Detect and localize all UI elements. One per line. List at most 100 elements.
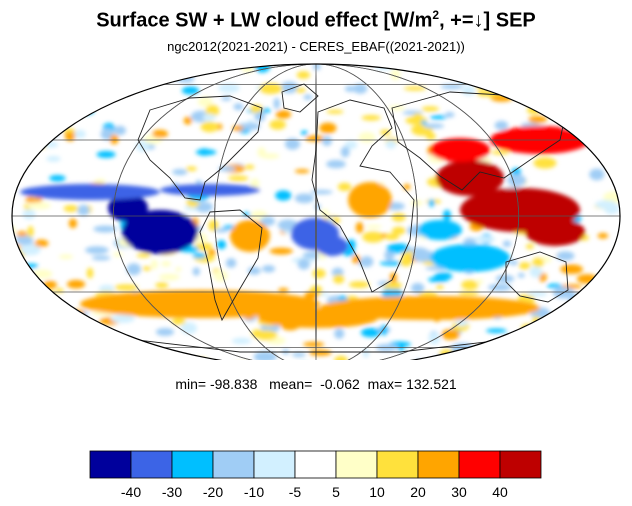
field-speckle xyxy=(192,267,200,276)
field-speckle xyxy=(259,83,283,95)
field-region-central-africa xyxy=(348,182,392,218)
field-speckle xyxy=(181,86,200,95)
field-speckle xyxy=(228,175,249,181)
field-speckle xyxy=(232,125,244,131)
field-speckle xyxy=(304,291,318,300)
field-speckle xyxy=(278,287,289,293)
colorbar-tick-label: 20 xyxy=(410,484,426,500)
field-speckle xyxy=(428,199,435,207)
field-speckle xyxy=(195,201,213,213)
colorbar-swatch xyxy=(253,450,296,479)
field-speckle xyxy=(461,280,479,290)
field-speckle xyxy=(27,202,51,210)
colorbar-tick-label: 30 xyxy=(451,484,467,500)
field-speckle xyxy=(269,247,293,255)
mollweide-map xyxy=(11,63,621,360)
field-speckle xyxy=(458,291,480,296)
colorbar-swatch xyxy=(212,450,255,479)
field-speckle xyxy=(247,266,261,275)
colorbar-swatch xyxy=(89,450,132,479)
field-speckle xyxy=(412,113,423,122)
field-region-maritime-continent xyxy=(436,160,504,196)
field-speckle xyxy=(180,322,198,335)
field-speckle xyxy=(340,146,350,158)
field-speckle xyxy=(155,282,169,289)
field-speckle xyxy=(331,267,344,277)
field-speckle xyxy=(74,129,86,139)
field-speckle xyxy=(528,116,548,123)
field-region-indian-ocean-south xyxy=(430,244,510,272)
field-speckle xyxy=(428,276,449,283)
field-speckle xyxy=(360,256,374,268)
field-speckle xyxy=(161,260,172,267)
title-superscript: 2 xyxy=(432,8,440,22)
longitude-gridline xyxy=(112,64,520,360)
field-speckle xyxy=(275,110,292,119)
field-speckle xyxy=(525,243,534,250)
field-speckle xyxy=(333,274,345,284)
field-speckle xyxy=(275,190,292,201)
field-speckle xyxy=(175,266,182,272)
colorbar-tick-label: -10 xyxy=(244,484,264,500)
field-speckle xyxy=(502,240,512,248)
title-main: Surface SW + LW cloud effect [W/m xyxy=(96,9,433,32)
stats-mean-value: -0.062 xyxy=(320,376,360,392)
field-speckle xyxy=(385,281,402,290)
field-speckle xyxy=(444,112,455,118)
field-speckle xyxy=(49,175,66,182)
field-speckle xyxy=(273,97,280,110)
field-speckle xyxy=(381,288,403,300)
field-speckle xyxy=(362,348,370,358)
colorbar-swatch xyxy=(499,450,542,479)
field-speckle xyxy=(360,327,381,338)
field-speckle xyxy=(319,122,337,134)
field-speckle xyxy=(91,255,111,261)
field-speckle xyxy=(334,355,348,360)
colorbar-tick-label: -30 xyxy=(162,484,182,500)
field-speckle xyxy=(589,168,605,181)
field-speckle xyxy=(244,164,255,170)
colorbar-tick-label: 10 xyxy=(369,484,385,500)
field-speckle xyxy=(16,231,28,237)
field-speckle xyxy=(192,252,207,259)
field-speckle xyxy=(195,149,217,156)
field-speckle xyxy=(152,129,169,138)
colorbar-tick-label: -20 xyxy=(203,484,223,500)
field-speckle xyxy=(98,284,115,293)
field-speckle xyxy=(255,330,278,341)
field-speckle xyxy=(55,288,64,293)
colorbar-swatch xyxy=(335,450,378,479)
field-speckle xyxy=(205,104,220,117)
field-speckle xyxy=(197,96,213,107)
field-speckle xyxy=(546,283,563,289)
field-speckle xyxy=(428,332,441,345)
field-speckle xyxy=(441,329,460,340)
field-speckle xyxy=(406,247,427,252)
field-speckle xyxy=(257,147,266,158)
field-speckle xyxy=(136,253,151,258)
field-speckle xyxy=(25,195,43,204)
stats-min-value: -98.838 xyxy=(209,376,258,392)
field-speckle xyxy=(513,179,523,185)
longitude-gridline xyxy=(214,64,418,360)
field-speckle xyxy=(114,284,138,291)
field-speckle xyxy=(494,120,509,130)
colorbar-swatch xyxy=(130,450,173,479)
field-speckle xyxy=(296,71,311,79)
field-speckle xyxy=(214,228,229,233)
field-speckle xyxy=(303,341,325,347)
field-speckle xyxy=(529,266,543,278)
field-speckle xyxy=(85,246,109,255)
field-speckle xyxy=(126,263,141,276)
field-speckle xyxy=(158,273,180,281)
field-region-itcz-pacific-band xyxy=(160,184,260,196)
colorbar-tick-label: 5 xyxy=(332,484,340,500)
colorbar-swatch xyxy=(458,450,501,479)
field-speckle xyxy=(379,261,403,266)
field-speckle xyxy=(171,317,186,325)
colorbar-swatch xyxy=(417,450,460,479)
field-speckle xyxy=(334,328,345,339)
longitude-gridline xyxy=(315,64,317,360)
field-speckle xyxy=(423,123,445,129)
